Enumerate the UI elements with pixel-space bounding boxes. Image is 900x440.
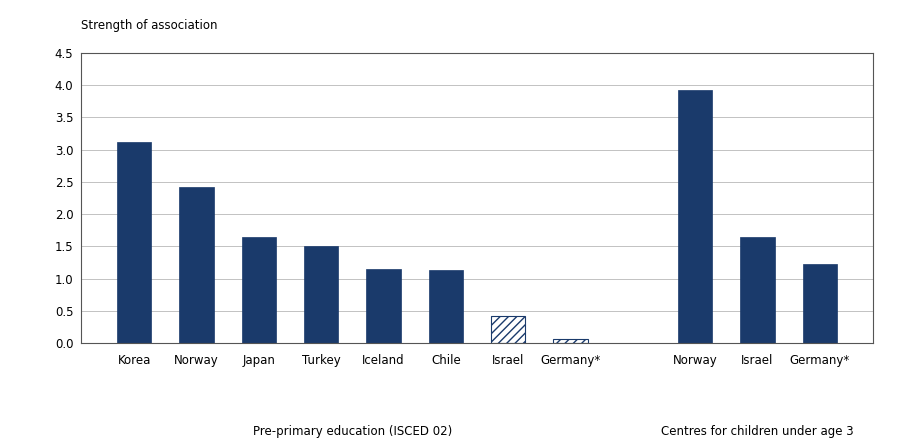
Bar [117, 142, 151, 343]
Bar [554, 339, 588, 343]
Bar [179, 187, 213, 343]
Bar [242, 237, 276, 343]
Text: Centres for children under age 3: Centres for children under age 3 [662, 425, 854, 437]
Bar [304, 246, 338, 343]
Bar [678, 90, 712, 343]
Bar [491, 316, 526, 343]
Text: Strength of association: Strength of association [81, 19, 218, 33]
Bar [803, 264, 837, 343]
Bar [366, 269, 400, 343]
Bar [741, 237, 775, 343]
Text: Pre-primary education (ISCED 02): Pre-primary education (ISCED 02) [253, 425, 452, 437]
Bar [428, 270, 463, 343]
